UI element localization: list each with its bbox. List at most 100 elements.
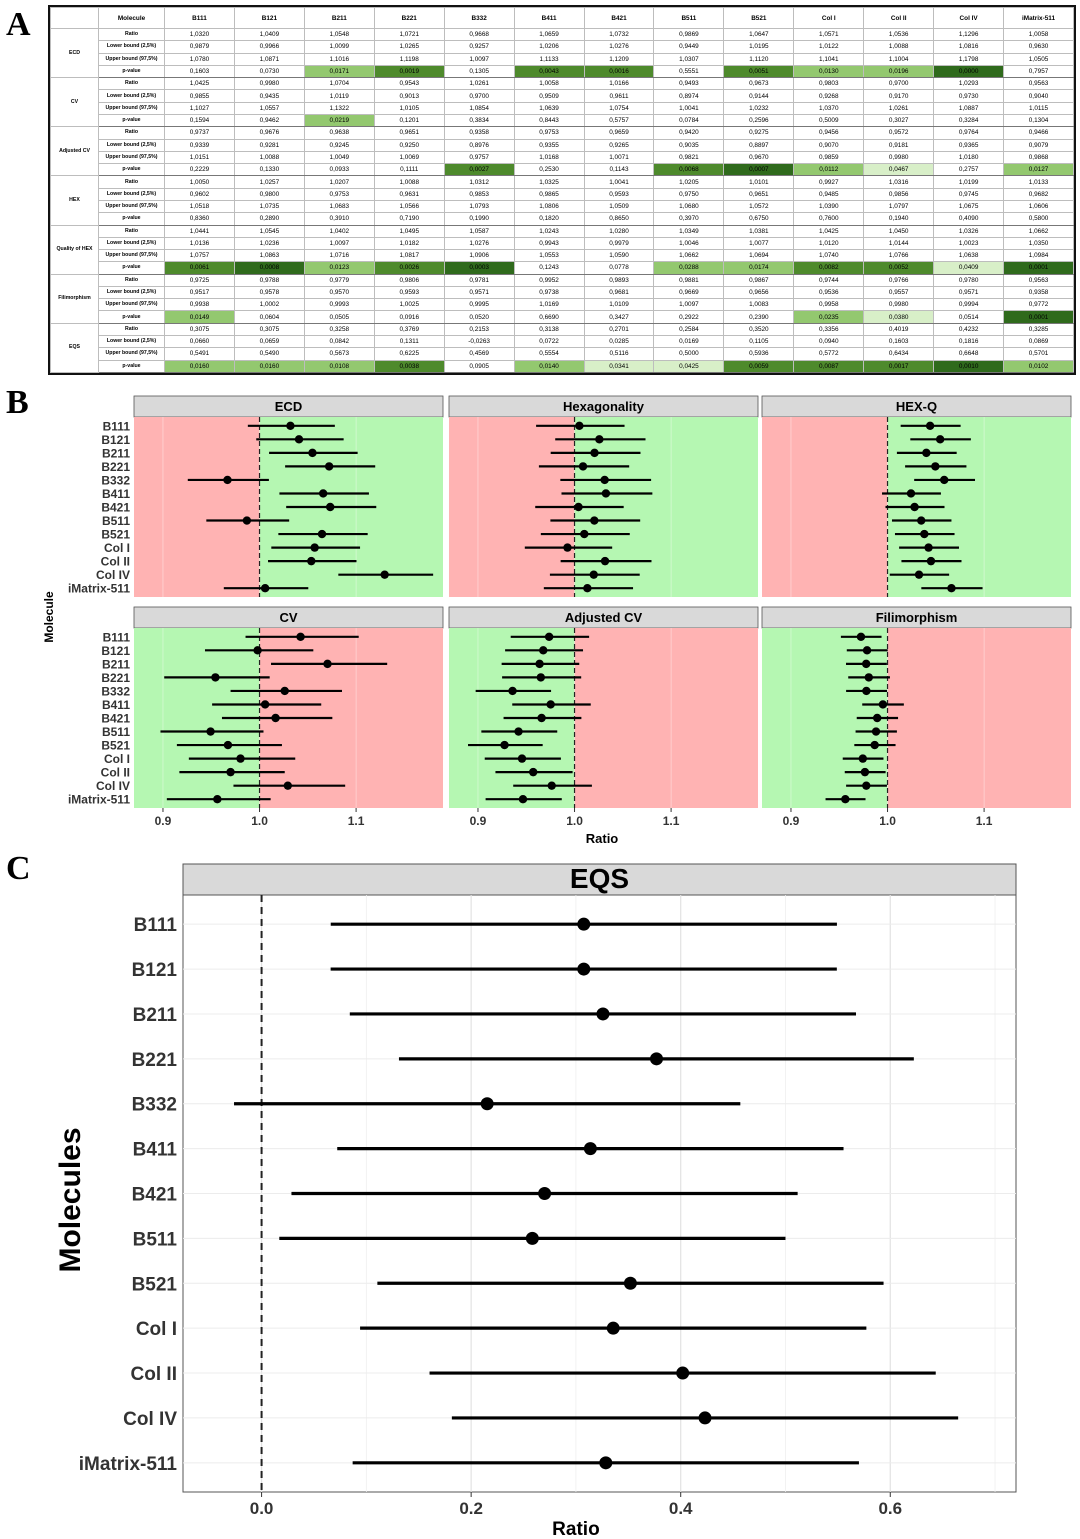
point-estimate: [206, 727, 215, 736]
point-estimate: [623, 1276, 637, 1290]
table-cell: 0,0341: [583, 359, 655, 373]
category-label: B221: [101, 671, 130, 685]
table-cell: 1,0088: [863, 40, 935, 54]
table-cell: 1,0088: [373, 175, 445, 189]
table-stat-label: Upper bound (97,5%): [98, 52, 165, 66]
point-estimate: [517, 754, 527, 763]
table-cell: 0,0130: [793, 64, 865, 79]
table-cell: 0,9853: [443, 187, 515, 201]
table-cell: 0,9358: [443, 126, 515, 140]
table-cell: 0,1111: [373, 163, 445, 177]
table-cell: 1,0025: [373, 298, 445, 312]
table-cell: 0,6750: [723, 212, 795, 226]
point-estimate: [223, 740, 233, 750]
table-stat-label: Ratio: [98, 224, 165, 238]
point-estimate: [323, 659, 332, 669]
table-cell: 0,0112: [793, 163, 865, 177]
table-stat-label: Upper bound (97,5%): [98, 199, 165, 214]
table-cell: 1,0326: [933, 224, 1005, 238]
table-cell: 1,0109: [583, 298, 655, 312]
table-cell: 0,9170: [863, 89, 935, 103]
table-cell: 1,1004: [863, 52, 935, 66]
table-cell: 0,3138: [513, 322, 585, 337]
table-cell: 0,9745: [933, 187, 1005, 201]
table-cell: 1,0557: [233, 101, 305, 115]
table-cell: 0,0108: [303, 359, 375, 373]
table-cell: 0,9493: [653, 77, 725, 91]
table-cell: 1,0312: [443, 175, 515, 189]
table-cell: 0,9466: [1003, 126, 1074, 140]
table-cell: 1,0151: [164, 150, 235, 165]
table-cell: 0,6434: [863, 347, 935, 361]
table-cell: 0,0127: [1003, 163, 1074, 177]
x-tick-label: 1.0: [251, 814, 268, 828]
table-cell: 1,0675: [933, 199, 1005, 214]
table-row: p-value 0,0149 0,0604 0,0505 0,0916 0,0520 0,6…: [51, 310, 1074, 324]
table-cell: 0,0660: [164, 335, 235, 349]
table-cell: 1,1198: [373, 52, 445, 66]
table-cell: 0,3520: [723, 322, 795, 337]
table-cell: 0,9867: [723, 273, 795, 287]
table-stat-label: Ratio: [98, 273, 165, 287]
table-cell: 1,1133: [513, 52, 585, 66]
point-estimate: [544, 632, 554, 641]
point-estimate: [878, 700, 888, 709]
x-tick-label: 0.6: [878, 1499, 902, 1518]
category-label: Col IV: [96, 568, 130, 582]
table-cell: 0,2596: [723, 113, 795, 128]
point-estimate: [947, 584, 956, 593]
table-cell: 0,9070: [793, 138, 865, 152]
table-cell: 1,0545: [233, 224, 305, 238]
table-row: Lower bound (2,5%) 1,0136 1,0236 1,0097 1,01…: [51, 236, 1074, 251]
category-label: Col I: [136, 1319, 177, 1340]
point-estimate: [920, 529, 929, 539]
table-cell: 0,0933: [303, 163, 375, 177]
table-cell: 0,4090: [933, 212, 1005, 226]
table-row: p-value 0,1594 0,9462 0,0219 0,1201 0,3834 0,8…: [51, 113, 1074, 128]
table-cell: 0,9245: [303, 138, 375, 152]
table-cell: 1,0793: [443, 199, 515, 214]
table-row: Lower bound (2,5%) 0,9602 0,9800 0,9753 0,96…: [51, 187, 1074, 201]
region-right: [887, 628, 1071, 808]
table-cell: 1,0169: [513, 298, 585, 312]
table-cell: 0,9668: [443, 27, 515, 42]
point-estimate: [546, 700, 555, 709]
category-label: B211: [102, 657, 130, 671]
point-estimate: [242, 516, 252, 525]
table-stat-label: Upper bound (97,5%): [98, 298, 165, 312]
facet-hexagonality: Hexagonality: [448, 395, 759, 597]
table-cell: 0,9676: [233, 126, 305, 140]
table-cell: 0,0001: [1003, 310, 1074, 324]
point-estimate: [922, 448, 931, 458]
point-estimate: [223, 475, 232, 485]
table-column-header: B332: [443, 7, 515, 29]
category-label: B411: [102, 487, 130, 501]
table-cell: 0,0001: [1003, 261, 1074, 275]
table-cell: 0,6690: [513, 310, 585, 324]
table-stat-label: p-value: [98, 113, 165, 128]
table-row: Adjusted CV Ratio 0,9737 0,9676 0,9638 0,9651…: [50, 126, 1074, 177]
table-cell: 1,0265: [373, 40, 445, 54]
category-label: B421: [101, 501, 130, 515]
table-cell: 1,0518: [164, 199, 235, 214]
panel-label-a: A: [6, 6, 31, 43]
table-cell: 1,0509: [583, 199, 655, 214]
table-cell: 1,0740: [793, 249, 865, 263]
table-cell: 0,9938: [164, 298, 235, 312]
facet-hex-q: HEX-Q: [761, 395, 1072, 597]
table-cell: 1,0050: [164, 175, 235, 189]
table-cell: -0,0263: [443, 335, 515, 349]
region-left: [134, 417, 260, 597]
point-estimate: [917, 516, 926, 525]
table-cell: 1,0854: [443, 101, 515, 115]
table-cell: 1,0293: [933, 77, 1005, 91]
table-cell: 0,9638: [303, 126, 375, 140]
table-cell: 1,0097: [303, 236, 375, 251]
table-cell: 0,9865: [513, 187, 585, 201]
table-stat-label: Ratio: [98, 126, 165, 140]
table-cell: 0,9275: [723, 126, 795, 140]
table-cell: 0,5800: [1003, 212, 1074, 226]
table-metric-label: EQS: [50, 322, 99, 373]
table-cell: 1,0638: [933, 249, 1005, 263]
point-estimate: [596, 1007, 610, 1021]
